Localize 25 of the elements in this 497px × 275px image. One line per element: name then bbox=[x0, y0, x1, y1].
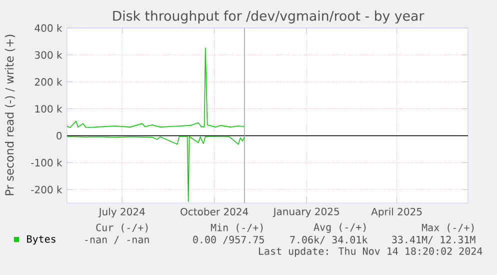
y-tick-label: 400 k bbox=[34, 24, 62, 32]
chart-title: Disk throughput for /dev/vgmain/root - by year bbox=[113, 10, 424, 24]
text: Avg (-/+) bbox=[314, 223, 366, 233]
y-tick-label: 300 k bbox=[34, 51, 62, 59]
x-tick-label: July 2024 bbox=[98, 208, 145, 218]
y-tick-label: -100 k bbox=[31, 158, 62, 166]
text: Last update: Thu Nov 14 18:20:02 2024 bbox=[259, 247, 482, 257]
legend-label: Bytes bbox=[27, 235, 56, 245]
line-series bbox=[67, 136, 245, 202]
text: Max (-/+) bbox=[422, 224, 474, 232]
text: Cur (-/+) bbox=[96, 224, 148, 232]
text: 0.00 /957.75 bbox=[193, 236, 264, 244]
x-tick-label: April 2025 bbox=[371, 208, 422, 218]
y-tick-label: 200 k bbox=[34, 78, 62, 86]
x-tick-label: January 2025 bbox=[272, 208, 339, 218]
text: 33.41M/ 12.31M bbox=[392, 236, 476, 244]
text: -nan / -nan bbox=[85, 236, 149, 244]
x-tick-label: October 2024 bbox=[180, 208, 248, 216]
line-series bbox=[67, 48, 245, 128]
y-tick-label: 0 bbox=[56, 132, 62, 140]
text: Min (-/+) bbox=[210, 224, 263, 232]
y-axis-title: Pr second read (-) / write (+) bbox=[4, 34, 16, 196]
y-tick-label: -200 k bbox=[31, 186, 62, 194]
text: 7.06k/ 34.01k bbox=[290, 236, 368, 244]
y-tick-label: 100 k bbox=[35, 104, 62, 113]
